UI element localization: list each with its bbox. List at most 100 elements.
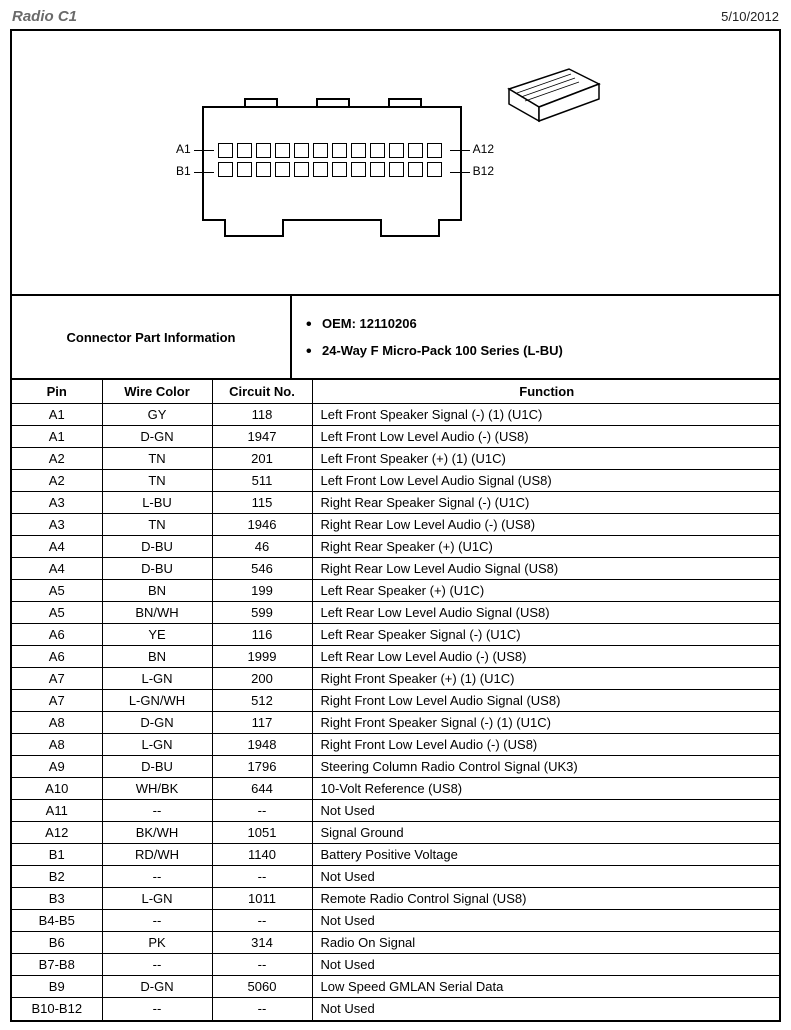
cell-pin: A1 bbox=[12, 426, 102, 448]
pin-square bbox=[256, 143, 271, 158]
cell-pin: A11 bbox=[12, 800, 102, 822]
table-row: B1RD/WH1140Battery Positive Voltage bbox=[12, 844, 779, 866]
cell-pin: A2 bbox=[12, 470, 102, 492]
table-row: A3TN1946Right Rear Low Level Audio (-) (… bbox=[12, 514, 779, 536]
table-row: A8D-GN117Right Front Speaker Signal (-) … bbox=[12, 712, 779, 734]
cell-wire: D-BU bbox=[102, 558, 212, 580]
cell-function: Left Rear Speaker Signal (-) (U1C) bbox=[312, 624, 779, 646]
cell-wire: D-GN bbox=[102, 976, 212, 998]
content-frame: A1 B1 A12 B12 Connector Part Information… bbox=[10, 29, 781, 1022]
table-row: B9D-GN5060Low Speed GMLAN Serial Data bbox=[12, 976, 779, 998]
header-pin: Pin bbox=[12, 380, 102, 404]
cell-function: 10-Volt Reference (US8) bbox=[312, 778, 779, 800]
cell-wire: -- bbox=[102, 800, 212, 822]
cell-function: Not Used bbox=[312, 998, 779, 1020]
cell-wire: TN bbox=[102, 514, 212, 536]
pin-square bbox=[389, 143, 404, 158]
table-row: A4D-BU546Right Rear Low Level Audio Sign… bbox=[12, 558, 779, 580]
cell-circuit: 201 bbox=[212, 448, 312, 470]
cell-circuit: 118 bbox=[212, 404, 312, 426]
cell-pin: A5 bbox=[12, 602, 102, 624]
cell-circuit: -- bbox=[212, 910, 312, 932]
cell-function: Right Rear Low Level Audio Signal (US8) bbox=[312, 558, 779, 580]
pin-label-b1: B1 bbox=[176, 164, 191, 178]
pin-square bbox=[332, 143, 347, 158]
cell-wire: D-GN bbox=[102, 712, 212, 734]
pin-square bbox=[389, 162, 404, 177]
cell-function: Remote Radio Control Signal (US8) bbox=[312, 888, 779, 910]
pin-square bbox=[237, 143, 252, 158]
oem-number: OEM: 12110206 bbox=[304, 310, 767, 337]
cell-pin: A6 bbox=[12, 624, 102, 646]
cell-wire: WH/BK bbox=[102, 778, 212, 800]
table-row: B2----Not Used bbox=[12, 866, 779, 888]
pin-square bbox=[256, 162, 271, 177]
cell-function: Left Rear Low Level Audio Signal (US8) bbox=[312, 602, 779, 624]
cell-pin: B7-B8 bbox=[12, 954, 102, 976]
table-row: A12BK/WH1051Signal Ground bbox=[12, 822, 779, 844]
cell-circuit: 46 bbox=[212, 536, 312, 558]
cell-circuit: -- bbox=[212, 800, 312, 822]
cell-circuit: 117 bbox=[212, 712, 312, 734]
table-row: B3L-GN1011Remote Radio Control Signal (U… bbox=[12, 888, 779, 910]
cell-function: Right Front Low Level Audio (-) (US8) bbox=[312, 734, 779, 756]
connector-iso-icon bbox=[499, 59, 609, 134]
cell-pin: A3 bbox=[12, 492, 102, 514]
pin-square bbox=[237, 162, 252, 177]
cell-wire: D-BU bbox=[102, 756, 212, 778]
cell-wire: D-BU bbox=[102, 536, 212, 558]
cell-circuit: 1796 bbox=[212, 756, 312, 778]
cell-wire: BN bbox=[102, 580, 212, 602]
table-row: A3L-BU115Right Rear Speaker Signal (-) (… bbox=[12, 492, 779, 514]
pin-square bbox=[351, 162, 366, 177]
cell-wire: TN bbox=[102, 470, 212, 492]
cell-pin: A6 bbox=[12, 646, 102, 668]
header-function: Function bbox=[312, 380, 779, 404]
cell-wire: YE bbox=[102, 624, 212, 646]
cell-circuit: 644 bbox=[212, 778, 312, 800]
cell-circuit: 200 bbox=[212, 668, 312, 690]
table-row: B10-B12----Not Used bbox=[12, 998, 779, 1020]
cell-function: Right Front Speaker Signal (-) (1) (U1C) bbox=[312, 712, 779, 734]
cell-circuit: -- bbox=[212, 866, 312, 888]
cell-function: Right Rear Low Level Audio (-) (US8) bbox=[312, 514, 779, 536]
cell-pin: A4 bbox=[12, 536, 102, 558]
pin-label-b12: B12 bbox=[473, 164, 494, 178]
part-info-label: Connector Part Information bbox=[12, 296, 292, 378]
table-row: A7L-GN/WH512Right Front Low Level Audio … bbox=[12, 690, 779, 712]
cell-wire: BN/WH bbox=[102, 602, 212, 624]
table-row: A9D-BU1796Steering Column Radio Control … bbox=[12, 756, 779, 778]
cell-function: Battery Positive Voltage bbox=[312, 844, 779, 866]
cell-function: Signal Ground bbox=[312, 822, 779, 844]
cell-circuit: 599 bbox=[212, 602, 312, 624]
connector-diagram: A1 B1 A12 B12 bbox=[12, 31, 779, 296]
cell-pin: A7 bbox=[12, 668, 102, 690]
table-row: A6YE116Left Rear Speaker Signal (-) (U1C… bbox=[12, 624, 779, 646]
cell-function: Right Rear Speaker (+) (U1C) bbox=[312, 536, 779, 558]
cell-function: Left Rear Speaker (+) (U1C) bbox=[312, 580, 779, 602]
cell-function: Right Front Low Level Audio Signal (US8) bbox=[312, 690, 779, 712]
cell-function: Not Used bbox=[312, 954, 779, 976]
pin-square bbox=[294, 162, 309, 177]
header-circuit: Circuit No. bbox=[212, 380, 312, 404]
table-row: A11----Not Used bbox=[12, 800, 779, 822]
cell-function: Left Front Speaker Signal (-) (1) (U1C) bbox=[312, 404, 779, 426]
cell-circuit: 199 bbox=[212, 580, 312, 602]
pin-square bbox=[294, 143, 309, 158]
table-row: A5BN199Left Rear Speaker (+) (U1C) bbox=[12, 580, 779, 602]
pin-square bbox=[427, 143, 442, 158]
cell-wire: L-GN bbox=[102, 734, 212, 756]
part-info-values: OEM: 12110206 24-Way F Micro-Pack 100 Se… bbox=[292, 296, 779, 378]
pin-square bbox=[313, 143, 328, 158]
table-row: B7-B8----Not Used bbox=[12, 954, 779, 976]
page-header: Radio C1 5/10/2012 bbox=[10, 8, 781, 29]
cell-function: Steering Column Radio Control Signal (UK… bbox=[312, 756, 779, 778]
cell-function: Left Front Speaker (+) (1) (U1C) bbox=[312, 448, 779, 470]
cell-circuit: 512 bbox=[212, 690, 312, 712]
cell-wire: L-GN/WH bbox=[102, 690, 212, 712]
cell-wire: -- bbox=[102, 910, 212, 932]
pin-square bbox=[408, 162, 423, 177]
table-header-row: Pin Wire Color Circuit No. Function bbox=[12, 380, 779, 404]
cell-pin: B4-B5 bbox=[12, 910, 102, 932]
cell-circuit: 511 bbox=[212, 470, 312, 492]
